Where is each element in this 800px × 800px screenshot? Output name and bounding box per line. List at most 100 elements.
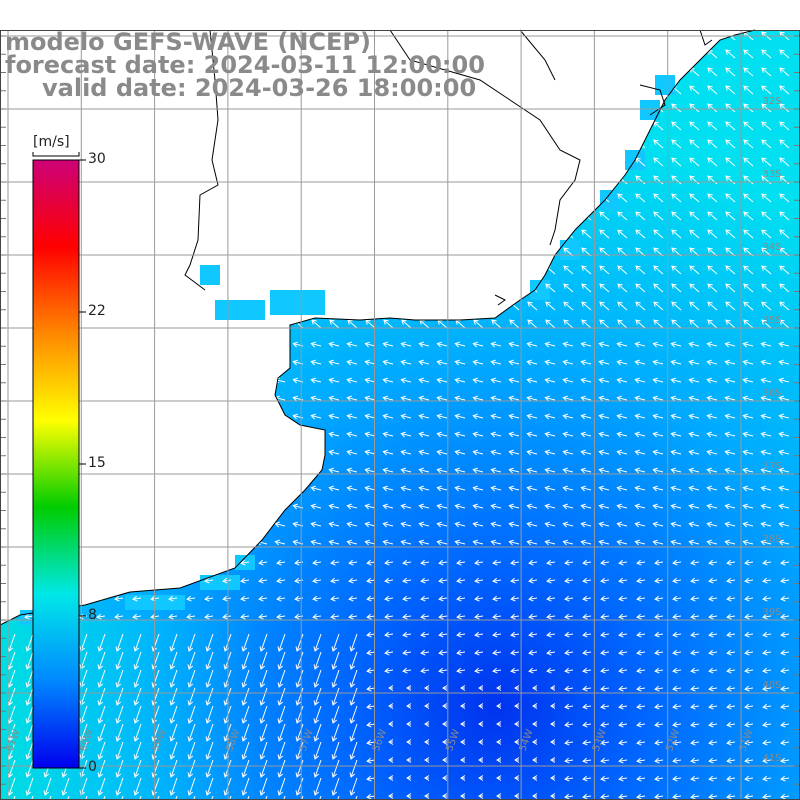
wind-arrow-icon bbox=[113, 433, 124, 437]
wind-arrow-icon bbox=[709, 741, 718, 744]
wind-arrow-icon bbox=[491, 121, 497, 127]
wind-arrow-icon bbox=[671, 229, 682, 239]
wind-arrow-icon bbox=[779, 85, 790, 95]
wind-arrow-icon bbox=[582, 757, 588, 764]
wind-arrow-icon bbox=[366, 613, 372, 620]
ocean-cell bbox=[530, 280, 550, 300]
wind-arrow-icon bbox=[528, 649, 534, 656]
wind-arrow-icon bbox=[401, 343, 412, 347]
wind-arrow-icon bbox=[168, 595, 174, 602]
wind-arrow-icon bbox=[760, 359, 766, 366]
wind-arrow-icon bbox=[80, 705, 88, 724]
wind-arrow-icon bbox=[565, 669, 574, 672]
ocean-cell bbox=[215, 300, 265, 320]
wind-arrow-icon bbox=[400, 521, 406, 528]
wind-arrow-icon bbox=[726, 631, 732, 638]
wind-arrow-icon bbox=[457, 561, 466, 564]
wind-arrow-icon bbox=[580, 503, 586, 510]
wind-arrow-icon bbox=[508, 485, 514, 492]
wind-arrow-icon bbox=[23, 469, 34, 473]
wind-arrow-icon bbox=[131, 283, 142, 293]
wind-arrow-icon bbox=[670, 341, 676, 348]
wind-arrow-icon bbox=[419, 379, 430, 383]
wind-arrow-icon bbox=[114, 559, 120, 566]
wind-arrow-icon bbox=[636, 775, 642, 782]
wind-arrow-icon bbox=[779, 157, 790, 167]
wind-arrow-icon bbox=[26, 777, 34, 796]
wind-arrow-icon bbox=[312, 559, 318, 566]
wind-arrow-icon bbox=[653, 193, 659, 199]
border-line bbox=[389, 29, 581, 246]
wind-arrow-icon bbox=[383, 319, 389, 325]
wind-arrow-icon bbox=[511, 651, 520, 654]
wind-arrow-icon bbox=[131, 247, 137, 253]
wind-arrow-icon bbox=[779, 469, 790, 473]
wind-arrow-icon bbox=[95, 211, 106, 221]
wind-arrow-icon bbox=[274, 539, 280, 546]
wind-arrow-icon bbox=[314, 795, 322, 800]
wind-arrow-icon bbox=[184, 377, 190, 384]
wind-arrow-icon bbox=[707, 157, 713, 163]
wind-arrow-icon bbox=[509, 67, 520, 77]
wind-arrow-icon bbox=[185, 361, 196, 365]
wind-arrow-icon bbox=[617, 451, 628, 455]
wind-arrow-icon bbox=[274, 413, 280, 420]
wind-arrow-icon bbox=[743, 283, 749, 289]
wind-arrow-icon bbox=[727, 633, 736, 636]
wind-arrow-icon bbox=[97, 597, 106, 600]
wind-arrow-icon bbox=[619, 741, 628, 744]
wind-arrow-icon bbox=[148, 395, 154, 402]
wind-arrow-icon bbox=[563, 379, 574, 383]
wind-arrow-icon bbox=[185, 175, 196, 185]
wind-arrow-icon bbox=[474, 595, 480, 602]
wind-arrow-icon bbox=[581, 361, 592, 365]
wind-arrow-icon bbox=[239, 103, 245, 109]
wind-arrow-icon bbox=[113, 211, 124, 221]
wind-arrow-icon bbox=[367, 597, 376, 600]
wind-arrow-icon bbox=[23, 379, 34, 383]
wind-arrow-icon bbox=[581, 505, 592, 509]
wind-arrow-icon bbox=[527, 157, 533, 163]
wind-arrow-icon bbox=[761, 67, 767, 73]
wind-arrow-icon bbox=[418, 413, 424, 420]
wind-arrow-icon bbox=[350, 633, 358, 652]
wind-arrow-icon bbox=[346, 449, 352, 456]
wind-arrow-icon bbox=[491, 247, 497, 253]
wind-arrow-icon bbox=[688, 467, 694, 474]
wind-arrow-icon bbox=[761, 211, 767, 217]
wind-arrow-icon bbox=[329, 265, 335, 271]
wind-arrow-icon bbox=[727, 669, 736, 672]
wind-arrow-icon bbox=[779, 67, 785, 73]
wind-arrow-icon bbox=[383, 379, 394, 383]
wind-arrow-icon bbox=[617, 85, 623, 91]
wind-arrow-icon bbox=[112, 467, 118, 474]
wind-arrow-icon bbox=[635, 67, 641, 73]
wind-arrow-icon bbox=[671, 343, 682, 347]
wind-arrow-icon bbox=[545, 121, 556, 131]
wind-arrow-icon bbox=[581, 121, 592, 131]
wind-arrow-icon bbox=[241, 682, 248, 688]
wind-arrow-icon bbox=[384, 649, 390, 656]
wind-arrow-icon bbox=[635, 49, 641, 55]
wind-arrow-icon bbox=[203, 469, 214, 473]
wind-arrow-icon bbox=[278, 723, 286, 742]
wind-arrow-icon bbox=[478, 793, 484, 799]
wind-arrow-icon bbox=[203, 301, 209, 307]
wind-arrow-icon bbox=[781, 741, 790, 744]
wind-arrow-icon bbox=[743, 67, 754, 77]
wind-arrow-icon bbox=[652, 485, 658, 492]
wind-arrow-icon bbox=[188, 669, 196, 688]
wind-arrow-icon bbox=[653, 121, 664, 131]
wind-arrow-icon bbox=[221, 175, 232, 185]
wind-arrow-icon bbox=[310, 341, 316, 348]
wind-arrow-icon bbox=[725, 85, 736, 95]
wind-arrow-icon bbox=[547, 561, 556, 564]
wind-arrow-icon bbox=[365, 139, 371, 145]
lagoon-outline bbox=[639, 84, 666, 116]
wind-arrow-icon bbox=[149, 265, 155, 271]
wind-arrow-icon bbox=[203, 523, 214, 527]
wind-arrow-icon bbox=[347, 361, 358, 365]
wind-arrow-icon bbox=[113, 121, 119, 127]
wind-arrow-icon bbox=[131, 301, 142, 311]
wind-arrow-icon bbox=[23, 319, 34, 329]
